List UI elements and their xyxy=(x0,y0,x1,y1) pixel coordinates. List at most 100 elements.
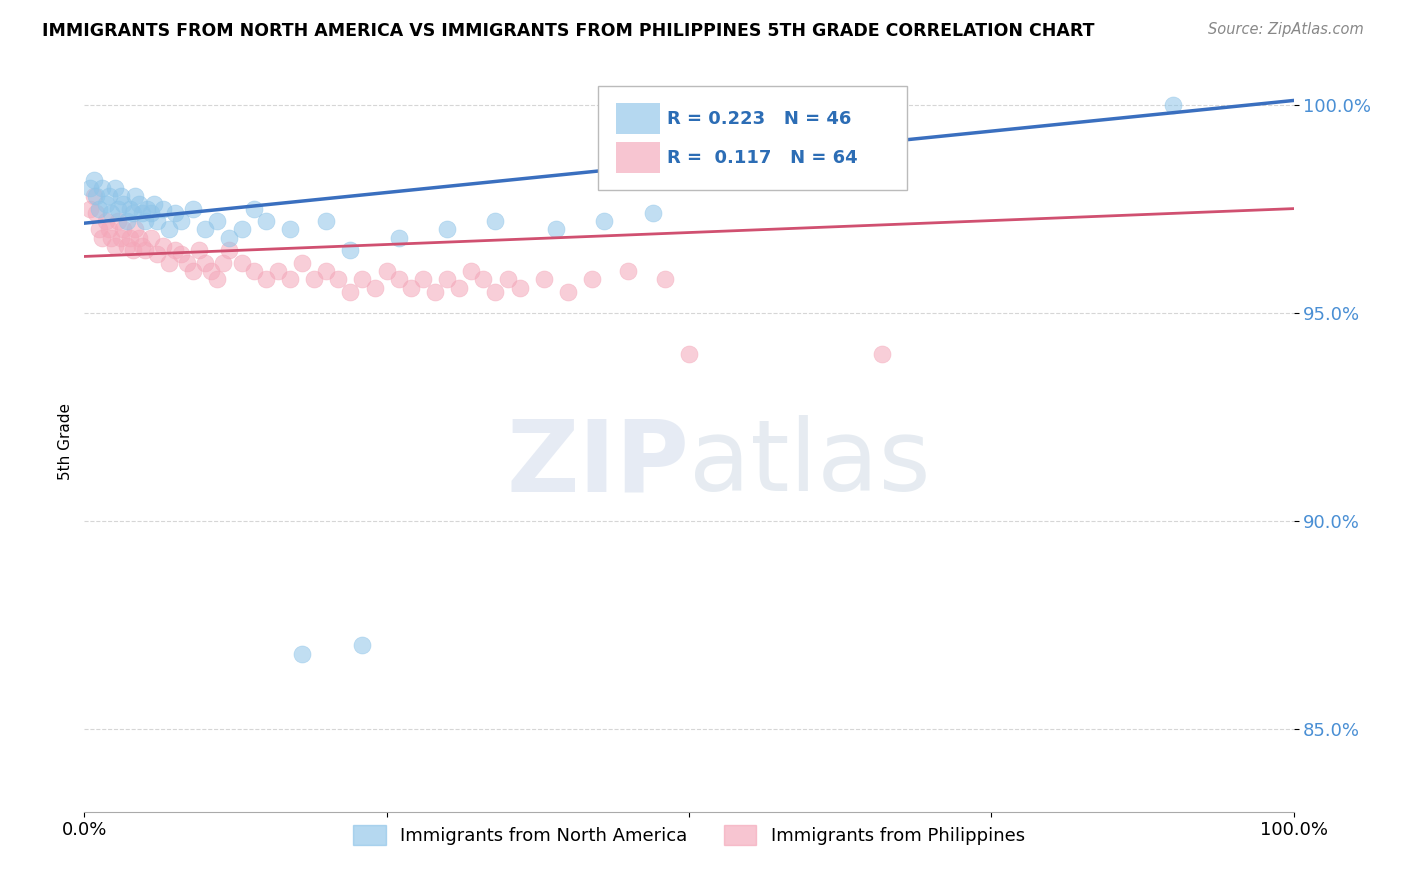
Point xyxy=(131,206,153,220)
Point xyxy=(94,214,117,228)
Point xyxy=(449,280,471,294)
Point xyxy=(110,231,132,245)
Point xyxy=(218,231,240,245)
Point xyxy=(100,231,122,245)
Point xyxy=(194,255,217,269)
Point xyxy=(136,202,159,216)
Point xyxy=(231,222,253,236)
Point xyxy=(315,214,337,228)
Point xyxy=(157,222,180,236)
Point xyxy=(97,222,120,236)
Point xyxy=(641,206,664,220)
Point xyxy=(352,272,374,286)
Point xyxy=(315,264,337,278)
Point xyxy=(87,222,110,236)
Point xyxy=(484,214,506,228)
Point xyxy=(339,244,361,258)
Point xyxy=(388,231,411,245)
Point xyxy=(533,272,555,286)
Point xyxy=(339,285,361,299)
Point xyxy=(363,280,385,294)
Point xyxy=(194,222,217,236)
Point xyxy=(97,189,120,203)
Point xyxy=(104,181,127,195)
Point xyxy=(121,244,143,258)
Point xyxy=(120,202,142,216)
Point xyxy=(654,272,676,286)
Point xyxy=(91,181,114,195)
Point xyxy=(152,202,174,216)
Point xyxy=(207,272,229,286)
Point xyxy=(139,206,162,220)
Point xyxy=(254,272,277,286)
Point xyxy=(134,244,156,258)
Point xyxy=(472,272,495,286)
Point xyxy=(484,285,506,299)
Text: R = 0.223   N = 46: R = 0.223 N = 46 xyxy=(668,111,852,128)
Point xyxy=(872,347,894,361)
Point xyxy=(328,272,350,286)
Point xyxy=(124,189,146,203)
Point xyxy=(112,197,135,211)
Point xyxy=(115,239,138,253)
Point xyxy=(423,285,446,299)
Text: atlas: atlas xyxy=(689,416,931,512)
Point xyxy=(107,202,129,216)
Point xyxy=(170,214,193,228)
Point xyxy=(86,189,108,203)
Point xyxy=(107,214,129,228)
Point xyxy=(112,222,135,236)
Point xyxy=(100,206,122,220)
Point xyxy=(557,285,579,299)
Point xyxy=(128,231,150,245)
Point xyxy=(83,189,105,203)
Point xyxy=(593,214,616,228)
FancyBboxPatch shape xyxy=(616,142,659,173)
Point xyxy=(79,202,101,216)
Point xyxy=(83,172,105,186)
Text: Source: ZipAtlas.com: Source: ZipAtlas.com xyxy=(1208,22,1364,37)
Point xyxy=(218,244,240,258)
Point xyxy=(617,264,640,278)
Point xyxy=(509,280,531,294)
Point xyxy=(152,239,174,253)
Point xyxy=(87,202,110,216)
Point xyxy=(176,255,198,269)
Point xyxy=(104,239,127,253)
Point xyxy=(128,197,150,211)
Point xyxy=(291,255,314,269)
Point xyxy=(134,214,156,228)
Point xyxy=(436,222,458,236)
Text: ZIP: ZIP xyxy=(506,416,689,512)
Point xyxy=(94,197,117,211)
Text: IMMIGRANTS FROM NORTH AMERICA VS IMMIGRANTS FROM PHILIPPINES 5TH GRADE CORRELATI: IMMIGRANTS FROM NORTH AMERICA VS IMMIGRA… xyxy=(42,22,1095,40)
Point xyxy=(544,222,567,236)
Point xyxy=(242,202,264,216)
Point xyxy=(91,231,114,245)
Point xyxy=(496,272,519,286)
Point xyxy=(165,244,187,258)
Point xyxy=(399,280,422,294)
Point xyxy=(436,272,458,286)
Point xyxy=(124,222,146,236)
Point xyxy=(181,202,204,216)
Point xyxy=(131,239,153,253)
Y-axis label: 5th Grade: 5th Grade xyxy=(58,403,73,480)
Point xyxy=(302,272,325,286)
Point xyxy=(278,272,301,286)
Point xyxy=(267,264,290,278)
Point xyxy=(231,255,253,269)
Point xyxy=(375,264,398,278)
Point xyxy=(212,255,235,269)
Point xyxy=(139,231,162,245)
Point xyxy=(412,272,434,286)
Point xyxy=(181,264,204,278)
Point xyxy=(207,214,229,228)
Point xyxy=(352,638,374,652)
Point xyxy=(86,206,108,220)
Point xyxy=(157,255,180,269)
Point xyxy=(120,231,142,245)
Point xyxy=(110,189,132,203)
Point xyxy=(188,244,211,258)
Legend: Immigrants from North America, Immigrants from Philippines: Immigrants from North America, Immigrant… xyxy=(344,815,1033,855)
